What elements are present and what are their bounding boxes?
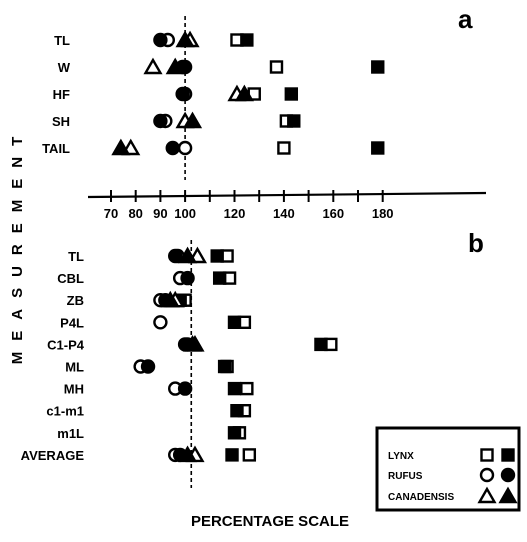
- marker-rufus_open-tail: [177, 140, 193, 156]
- legend-marker-open-lynx: [480, 448, 494, 462]
- marker-rufus_filled-mh: [177, 381, 193, 396]
- x-axis-line: [87, 191, 487, 199]
- row-label-sh: SH: [52, 114, 70, 129]
- panel-b-label: b: [468, 228, 484, 258]
- marker-rufus_filled-cbl: [180, 270, 195, 286]
- marker-lynx_open-mh: [240, 381, 254, 396]
- marker-canadensis_filled-w: [165, 57, 185, 75]
- x-axis: 70 80 90 100 120 140 160 180: [87, 190, 487, 221]
- marker-rufus_filled-hf: [175, 86, 190, 102]
- row-label-average: AVERAGE: [21, 448, 85, 463]
- legend-marker-filled-rufus: [500, 467, 516, 483]
- marker-rufus_filled-sh: [153, 113, 168, 129]
- row-label-tl: TL: [68, 249, 84, 264]
- marker-lynx_filled-m1l: [227, 426, 242, 440]
- row-label-zb: ZB: [67, 293, 84, 308]
- marker-canadensis_filled-tail: [111, 138, 131, 156]
- marker-lynx_open-tail: [277, 141, 291, 155]
- row-label-mh: MH: [64, 382, 84, 397]
- legend-frame: [375, 426, 521, 512]
- marker-lynx_filled-p4l: [227, 315, 242, 329]
- row-label-tail: TAIL: [42, 141, 70, 156]
- row-label-hf: HF: [53, 87, 70, 102]
- row-label-w: W: [58, 60, 71, 75]
- legend-marker-open-canadensis: [477, 486, 497, 504]
- legend-marker-filled-lynx: [501, 448, 515, 462]
- marker-lynx_open-w: [269, 60, 284, 74]
- marker-canadensis_filled-hf: [234, 84, 254, 102]
- marker-lynx_filled-average: [225, 448, 239, 462]
- legend: LYNX RUFUS CANADENSIS: [375, 426, 521, 512]
- x-axis-title: PERCENTAGE SCALE: [191, 513, 349, 530]
- marker-canadensis_filled-average: [177, 445, 198, 463]
- marker-lynx_filled-tail: [371, 141, 385, 155]
- x-tick-label-180: 180: [372, 206, 394, 221]
- marker-lynx_filled-cbl: [212, 271, 227, 285]
- x-tick-label-140: 140: [273, 206, 295, 221]
- marker-canadensis_filled-zb: [160, 290, 180, 308]
- row-label-tl: TL: [54, 33, 70, 48]
- marker-canadensis_open-w: [143, 57, 163, 75]
- panel-b: TL CBL ZB P4L C1-P4 ML MH c1-m1 m1L AVERAGE: [21, 240, 338, 488]
- marker-lynx_filled-sh: [287, 114, 301, 128]
- marker-rufus_filled-ml: [140, 359, 156, 374]
- marker-canadensis_filled-tl: [175, 30, 195, 48]
- x-tick-label-70: 70: [104, 206, 118, 221]
- marker-lynx_filled-hf: [284, 87, 299, 101]
- row-label-c1-m1: c1-m1: [46, 404, 84, 419]
- x-tick-label-160: 160: [322, 206, 344, 221]
- marker-rufus_filled-tl: [153, 32, 168, 48]
- marker-lynx_filled-tl: [240, 33, 254, 47]
- legend-label-canadensis: CANADENSIS: [388, 492, 454, 503]
- marker-rufus_filled-tl: [168, 248, 183, 264]
- panel-a: TL W HF SH TAIL: [42, 16, 385, 180]
- marker-lynx_filled-tl: [210, 249, 224, 263]
- row-label-cbl: CBL: [57, 271, 84, 286]
- marker-rufus_open-p4l: [153, 315, 168, 330]
- x-tick-label-80: 80: [128, 206, 142, 221]
- legend-label-lynx: LYNX: [388, 451, 414, 462]
- row-label-ml: ML: [65, 360, 84, 375]
- marker-lynx_filled-c1-m1: [230, 404, 244, 418]
- marker-canadensis_filled-sh: [182, 111, 203, 129]
- marker-canadensis_filled-tl: [177, 246, 198, 264]
- marker-lynx_filled-ml: [217, 359, 232, 374]
- marker-lynx_open-average: [242, 448, 257, 462]
- legend-label-rufus: RUFUS: [388, 471, 423, 482]
- legend-marker-filled-canadensis: [498, 486, 518, 504]
- marker-lynx_filled-c1-p4: [314, 337, 328, 352]
- x-tick-label-100: 100: [174, 206, 196, 221]
- x-tick-label-120: 120: [224, 206, 246, 221]
- row-label-p4l: P4L: [60, 315, 84, 330]
- marker-lynx_filled-mh: [227, 381, 242, 396]
- marker-lynx_filled-w: [371, 60, 385, 74]
- panel-a-label: a: [458, 4, 473, 34]
- marker-rufus_filled-tail: [165, 140, 180, 156]
- x-tick-label-90: 90: [153, 206, 167, 221]
- y-axis-title: MEASUREMENT: [9, 126, 26, 365]
- row-label-c1-p4: C1-P4: [47, 337, 85, 352]
- row-label-m1l: m1L: [57, 426, 84, 441]
- legend-marker-open-rufus: [479, 467, 495, 483]
- marker-canadensis_filled-c1-p4: [182, 334, 203, 352]
